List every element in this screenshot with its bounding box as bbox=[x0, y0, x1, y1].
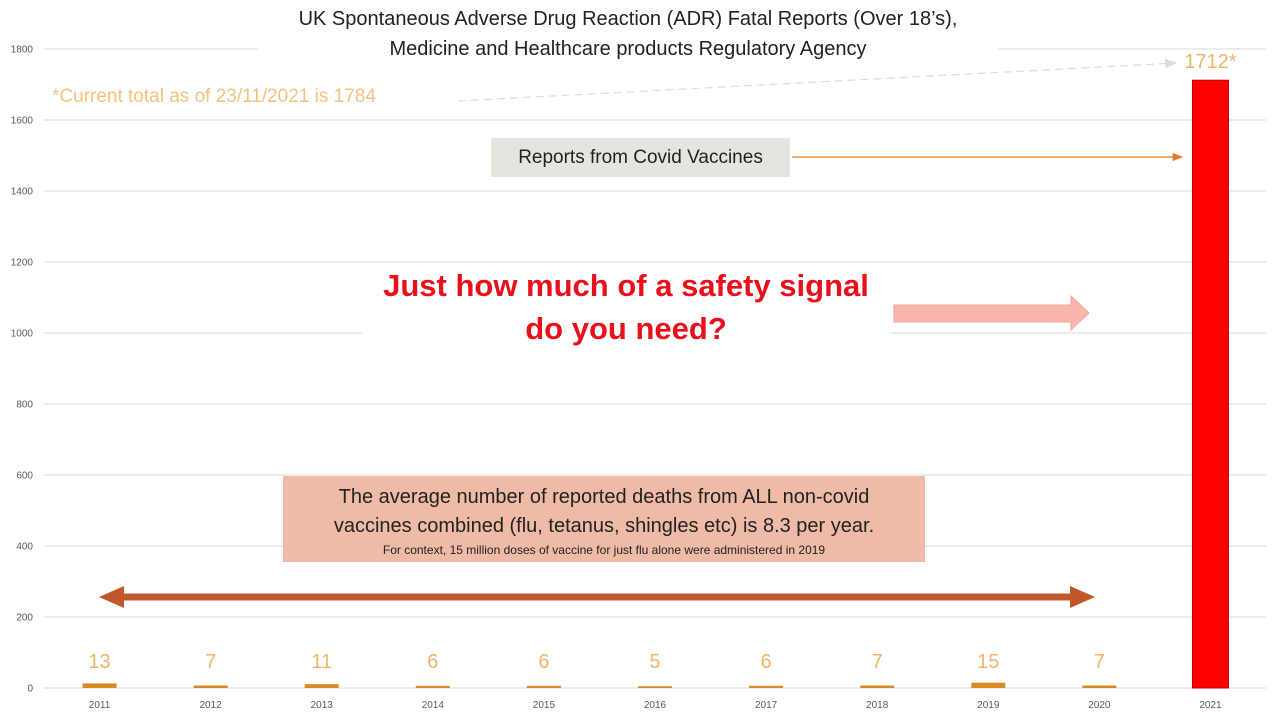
chart-title-block: UK Spontaneous Adverse Drug Reaction (AD… bbox=[258, 4, 998, 68]
headline-line-2: do you need? bbox=[525, 311, 727, 346]
y-tick-label: 200 bbox=[16, 613, 33, 624]
x-tick-label-2011: 2011 bbox=[89, 700, 111, 711]
data-labels: 13 7 11 6 6 5 6 7 15 7 1712* bbox=[88, 51, 1236, 673]
data-label-2015: 6 bbox=[538, 651, 549, 673]
data-label-2014: 6 bbox=[427, 651, 438, 673]
x-tick-label-2018: 2018 bbox=[866, 700, 889, 711]
x-tick-label-2017: 2017 bbox=[755, 700, 778, 711]
y-tick-label: 1800 bbox=[11, 45, 34, 56]
x-tick-label-2014: 2014 bbox=[422, 700, 445, 711]
x-tick-label-2015: 2015 bbox=[533, 700, 556, 711]
y-tick-label: 600 bbox=[16, 471, 33, 482]
y-tick-label: 1400 bbox=[11, 187, 34, 198]
bars bbox=[82, 79, 1229, 689]
data-label-2013: 11 bbox=[311, 651, 332, 673]
bar-2013 bbox=[304, 684, 339, 688]
x-tick-label-2019: 2019 bbox=[977, 700, 1000, 711]
current-total-note: *Current total as of 23/11/2021 is 1784 bbox=[52, 86, 376, 107]
context-note: For context, 15 million doses of vaccine… bbox=[382, 543, 826, 557]
x-tick-label-2021: 2021 bbox=[1199, 700, 1222, 711]
y-axis: 0 200 400 600 800 1000 1200 1400 1600 1800 bbox=[11, 45, 34, 695]
safety-signal-headline: Just how much of a safety signal do you … bbox=[362, 264, 890, 358]
double-arrow bbox=[99, 586, 1095, 608]
covid-vaccines-label: Reports from Covid Vaccines bbox=[491, 138, 790, 177]
y-tick-label: 400 bbox=[16, 542, 33, 553]
average-line-1: The average number of reported deaths fr… bbox=[338, 486, 870, 508]
bar-2019 bbox=[971, 682, 1006, 688]
bar-2016 bbox=[638, 686, 672, 688]
x-tick-label-2012: 2012 bbox=[200, 700, 223, 711]
data-label-2018: 7 bbox=[872, 651, 883, 673]
data-label-2011: 13 bbox=[88, 651, 110, 673]
bar-2018 bbox=[860, 685, 895, 688]
data-label-2012: 7 bbox=[205, 651, 216, 673]
bar-2021 bbox=[1191, 79, 1229, 689]
x-tick-label-2016: 2016 bbox=[644, 700, 667, 711]
bar-2014 bbox=[415, 685, 450, 688]
data-label-2020: 7 bbox=[1094, 651, 1105, 673]
chart-subtitle: Medicine and Healthcare products Regulat… bbox=[389, 38, 867, 60]
y-tick-label: 800 bbox=[16, 400, 33, 411]
average-line-2: vaccines combined (flu, tetanus, shingle… bbox=[333, 515, 875, 537]
headline-line-1: Just how much of a safety signal bbox=[383, 268, 869, 303]
bar-2011 bbox=[82, 683, 117, 688]
x-tick-label-2013: 2013 bbox=[311, 700, 334, 711]
data-label-2021: 1712* bbox=[1184, 51, 1236, 73]
average-deaths-box: The average number of reported deaths fr… bbox=[283, 476, 925, 562]
x-tick-label-2020: 2020 bbox=[1088, 700, 1111, 711]
x-axis: 2011 2012 2013 2014 2015 2016 2017 2018 2019 2020… bbox=[89, 700, 1222, 711]
pink-block-arrow bbox=[893, 294, 1090, 332]
y-tick-label: 1200 bbox=[11, 258, 34, 269]
bar-2020 bbox=[1082, 685, 1117, 688]
note-pointer-arrow bbox=[457, 58, 1178, 102]
data-label-2017: 6 bbox=[761, 651, 772, 673]
data-label-2019: 15 bbox=[977, 651, 999, 673]
chart-title: UK Spontaneous Adverse Drug Reaction (AD… bbox=[298, 8, 958, 30]
y-tick-label: 0 bbox=[27, 684, 33, 695]
bar-2015 bbox=[526, 685, 561, 688]
y-tick-label: 1000 bbox=[11, 329, 34, 340]
y-tick-label: 1600 bbox=[11, 116, 34, 127]
data-label-2016: 5 bbox=[649, 651, 660, 673]
bar-2017 bbox=[749, 685, 784, 688]
bar-2012 bbox=[193, 685, 228, 688]
